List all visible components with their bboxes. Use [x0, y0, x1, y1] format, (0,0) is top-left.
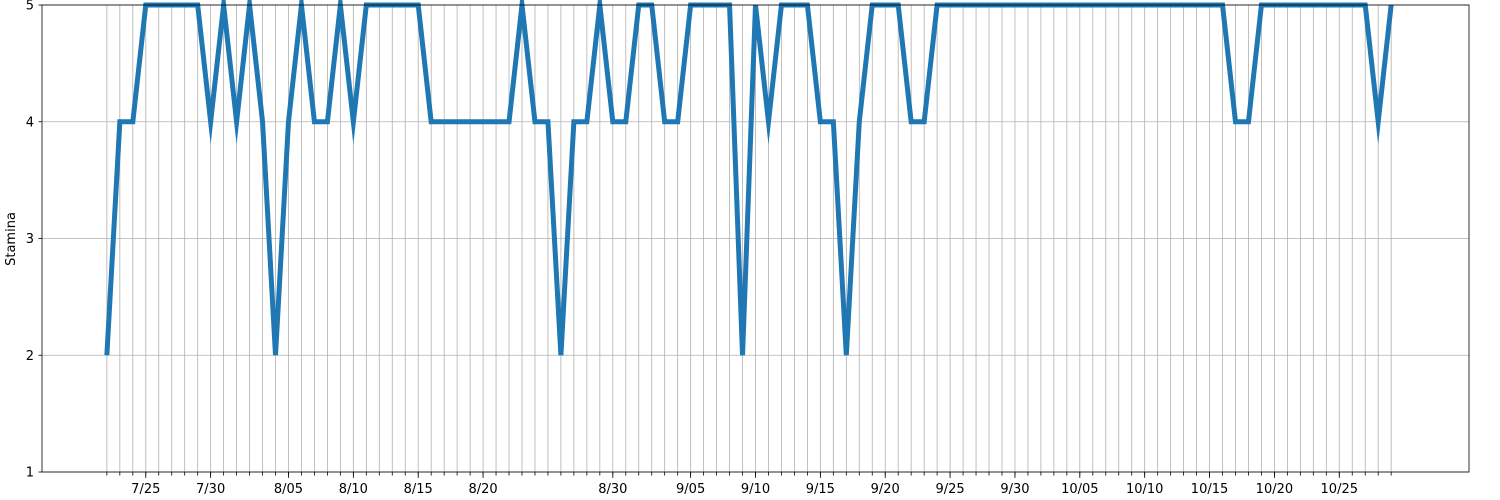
x-tick-label: 9/15	[806, 482, 835, 497]
x-tick-label: 8/30	[598, 482, 627, 497]
y-axis-title: Stamina	[4, 212, 19, 266]
x-tick-label: 7/30	[196, 482, 225, 497]
x-tick-label: 8/10	[339, 482, 368, 497]
x-tick-label: 9/10	[741, 482, 770, 497]
x-tick-label: 10/05	[1061, 482, 1098, 497]
x-tick-label: 8/05	[274, 482, 303, 497]
x-tick-label: 9/05	[676, 482, 705, 497]
y-tick-label: 3	[26, 232, 34, 247]
y-tick-label: 2	[26, 349, 34, 364]
series-layer	[104, 0, 1394, 356]
y-tick-label: 4	[26, 115, 34, 130]
x-tick-label: 10/20	[1256, 482, 1293, 497]
grid-lines	[42, 4, 1469, 473]
x-tick-label: 8/20	[468, 482, 497, 497]
stamina-series-line	[104, 0, 1394, 356]
y-tick-label: 5	[26, 0, 34, 14]
x-tick-label: 8/15	[404, 482, 433, 497]
y-tick-label: 1	[26, 466, 34, 481]
y-axis-ticks: 1 2 3 4 5	[26, 0, 42, 481]
x-tick-label: 9/25	[935, 482, 964, 497]
x-tick-label: 7/25	[131, 482, 160, 497]
x-tick-label: 9/20	[871, 482, 900, 497]
x-tick-label: 9/30	[1000, 482, 1029, 497]
x-tick-label: 10/10	[1126, 482, 1163, 497]
x-axis-ticks: 7/25 7/30 8/05 8/10 8/15 8/20 8/30 9/05 9/10 9/15…	[106, 472, 1392, 497]
x-tick-label: 10/15	[1191, 482, 1228, 497]
x-tick-label: 10/25	[1321, 482, 1358, 497]
